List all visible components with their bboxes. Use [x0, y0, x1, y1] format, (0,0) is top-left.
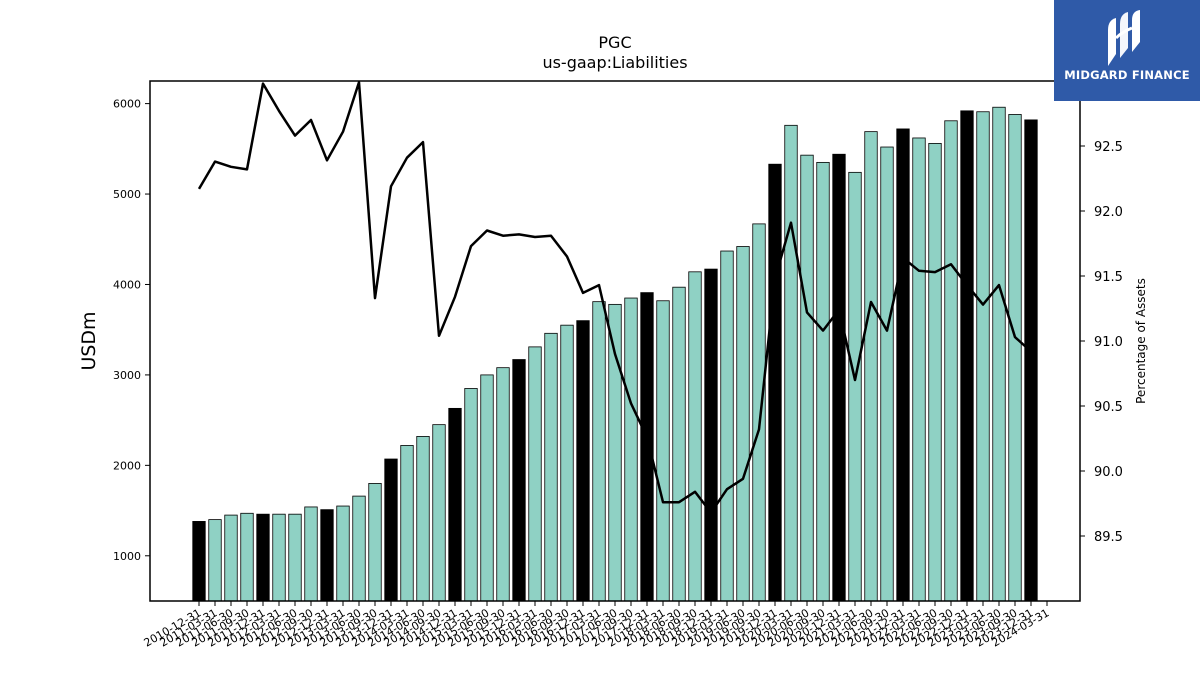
right-axis: 89.590.090.591.091.592.092.593.0 — [1080, 75, 1123, 545]
bar-2013-06-30 — [352, 495, 366, 602]
bar-2014-06-30 — [416, 436, 430, 602]
bar-2023-12-31 — [1024, 119, 1038, 602]
bar-2011-09-30 — [240, 512, 254, 602]
bar-2012-03-31 — [272, 513, 286, 602]
right-tick-label: 89.5 — [1094, 530, 1123, 545]
bar-2017-03-31 — [592, 301, 606, 602]
bar-2016-03-31 — [528, 346, 542, 602]
chart-title: PGC — [598, 33, 631, 52]
bar-2017-09-30 — [624, 297, 638, 602]
bar-2016-09-30 — [560, 324, 574, 602]
bar-2011-03-31 — [208, 519, 222, 602]
left-tick-label: 1000 — [113, 550, 141, 563]
y-axis-label-right: Percentage of Assets — [1134, 278, 1148, 404]
right-tick-label: 91.0 — [1094, 335, 1123, 350]
bar-2021-09-30 — [880, 146, 894, 602]
brand-logo: MIDGARD FINANCE — [1054, 0, 1200, 101]
bar-2012-06-30 — [288, 513, 302, 602]
bar-2021-03-31 — [848, 171, 862, 602]
y-axis-label-left: USDm — [78, 311, 100, 370]
brand-name: MIDGARD FINANCE — [1064, 68, 1190, 82]
bar-2022-09-30 — [944, 120, 958, 602]
bar-2023-03-31 — [976, 111, 990, 602]
left-tick-label: 6000 — [113, 98, 141, 111]
left-tick-label: 5000 — [113, 188, 141, 201]
right-tick-label: 90.5 — [1094, 400, 1123, 415]
bar-2020-06-30 — [800, 154, 814, 602]
bar-2013-12-31 — [384, 458, 398, 602]
bar-2019-09-30 — [752, 223, 766, 602]
bar-2016-06-30 — [544, 332, 558, 602]
right-tick-label: 92.5 — [1094, 140, 1123, 155]
left-tick-label: 2000 — [113, 459, 141, 472]
x-axis: 2010-12-312011-03-312011-06-302011-09-30… — [142, 601, 1052, 650]
bar-2013-03-31 — [336, 505, 350, 602]
bar-2020-12-31 — [832, 153, 846, 602]
bar-2019-03-31 — [720, 250, 734, 602]
bar-2016-12-31 — [576, 320, 590, 602]
bar-2015-09-30 — [496, 367, 510, 602]
chart-subtitle: us-gaap:Liabilities — [542, 53, 687, 72]
percentage-of-assets-line — [197, 81, 1032, 514]
left-tick-label: 3000 — [113, 369, 141, 382]
right-tick-label: 90.0 — [1094, 465, 1123, 480]
bar-2014-03-31 — [400, 445, 414, 602]
bar-2015-12-31 — [512, 359, 526, 602]
bar-2019-12-31 — [768, 163, 782, 602]
bar-2017-12-31 — [640, 292, 654, 602]
bar-2018-03-31 — [656, 300, 670, 602]
right-tick-label: 92.0 — [1094, 205, 1123, 220]
bar-2014-09-30 — [432, 424, 446, 602]
bar-2015-06-30 — [480, 374, 494, 602]
bar-2015-03-31 — [464, 388, 478, 602]
bar-2021-12-31 — [896, 128, 910, 602]
bar-2020-03-31 — [784, 124, 798, 602]
bar-2011-12-31 — [256, 513, 270, 602]
bar-2023-09-30 — [1008, 114, 1022, 602]
bar-2012-12-31 — [320, 509, 334, 602]
right-tick-label: 91.5 — [1094, 270, 1123, 285]
bar-2013-09-30 — [368, 483, 382, 602]
left-tick-label: 4000 — [113, 278, 141, 291]
bar-2010-12-31 — [192, 521, 206, 602]
midgard-m-logo-icon — [1108, 10, 1140, 66]
bar-2023-06-30 — [992, 106, 1006, 602]
bar-2018-06-30 — [672, 286, 686, 602]
left-axis: 1000 2000 3000 4000 5000 6000 — [113, 98, 150, 563]
bar-2022-03-31 — [912, 137, 926, 602]
bar-2018-09-30 — [688, 271, 702, 602]
bar-2022-06-30 — [928, 142, 942, 602]
bar-2012-09-30 — [304, 506, 318, 602]
bar-2011-06-30 — [224, 514, 238, 602]
bar-2014-12-31 — [448, 407, 462, 602]
bar-2019-06-30 — [736, 246, 750, 602]
line-series — [197, 81, 1032, 514]
bar-2022-12-31 — [960, 110, 974, 602]
bar-2020-09-30 — [816, 161, 830, 602]
bar-2021-06-30 — [864, 131, 878, 602]
bar-2018-12-31 — [704, 268, 718, 602]
